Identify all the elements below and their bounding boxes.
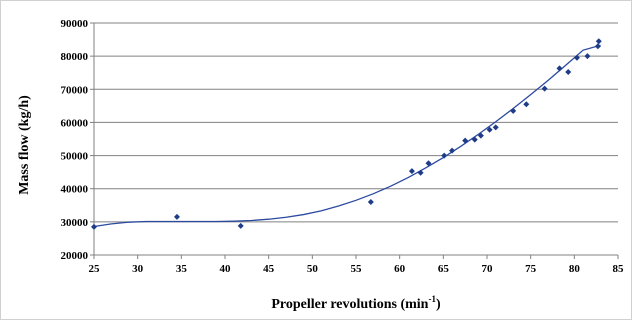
data-point <box>486 126 493 133</box>
x-tick-label: 45 <box>263 263 275 275</box>
x-tick-label: 25 <box>89 263 101 275</box>
y-tick-label: 20000 <box>61 250 89 262</box>
data-point <box>584 53 591 60</box>
y-tick-label: 40000 <box>61 184 89 196</box>
data-point <box>173 213 180 220</box>
x-tick-label: 55 <box>351 263 363 275</box>
data-point <box>417 169 424 176</box>
x-tick-label: 65 <box>438 263 450 275</box>
x-tick-label: 35 <box>176 263 188 275</box>
data-point <box>594 43 601 50</box>
data-point <box>237 222 244 229</box>
grid-layer <box>94 22 618 223</box>
data-point <box>565 69 572 76</box>
y-tick-label: 50000 <box>61 151 89 163</box>
data-point <box>492 124 499 131</box>
trendline-layer <box>93 44 601 228</box>
data-point <box>408 168 415 175</box>
trendline <box>93 44 601 228</box>
y-axis-title: Mass flow (kg/h) <box>17 95 32 195</box>
data-point <box>510 107 517 114</box>
x-axis-title-superscript: -1 <box>428 294 436 304</box>
data-point <box>449 147 456 154</box>
data-point <box>91 223 97 230</box>
y-tick-label: 30000 <box>61 217 89 229</box>
data-point <box>595 38 602 45</box>
data-point <box>462 137 469 144</box>
data-point <box>471 136 478 143</box>
y-tick-label: 90000 <box>61 18 89 30</box>
y-tick-label: 80000 <box>61 51 89 63</box>
data-point-layer <box>91 38 602 230</box>
data-point <box>477 132 484 139</box>
data-point <box>556 65 563 72</box>
axis-layer <box>93 23 618 256</box>
x-tick-label: 80 <box>569 263 581 275</box>
tick-label-layer: 20000 30000 40000 50000 60000 70000 80000 90000… <box>61 18 625 275</box>
data-point <box>441 152 448 159</box>
data-point <box>573 54 580 61</box>
x-tick-label: 60 <box>394 263 406 275</box>
x-axis-title-main: Propeller revolutions (min <box>271 297 428 312</box>
x-tick-label: 40 <box>220 263 232 275</box>
x-tick-label: 50 <box>307 263 319 275</box>
y-tick-label: 60000 <box>61 117 89 129</box>
data-point <box>367 198 374 205</box>
x-axis-title: Propeller revolutions (min-1) <box>271 294 441 312</box>
x-tick-label: 85 <box>613 263 625 275</box>
y-tick-label: 70000 <box>61 84 89 96</box>
x-tick-label: 70 <box>482 263 494 275</box>
x-tick-label: 30 <box>132 263 144 275</box>
x-axis-title-close: ) <box>436 297 441 312</box>
x-tick-label: 75 <box>525 263 537 275</box>
data-point <box>523 101 530 108</box>
data-point <box>425 160 432 167</box>
data-point <box>541 85 548 92</box>
